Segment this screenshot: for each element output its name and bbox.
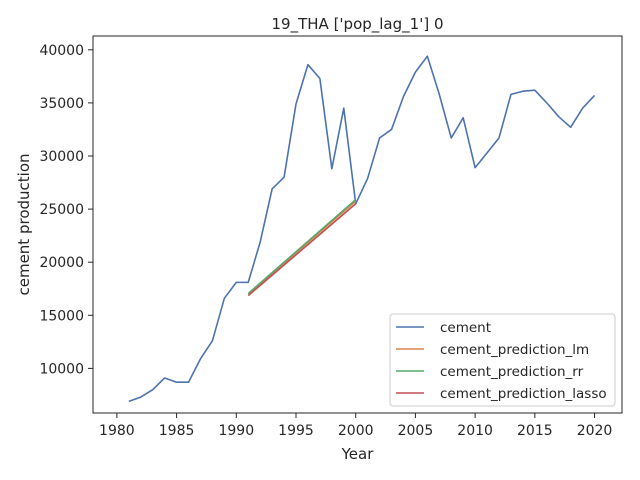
y-tick-label: 20000: [39, 255, 84, 271]
x-axis-label: Year: [341, 445, 375, 463]
x-tick-label: 1985: [159, 423, 195, 439]
y-tick-label: 30000: [39, 149, 84, 165]
legend-label: cement_prediction_lasso: [440, 386, 607, 402]
x-tick-label: 2005: [398, 423, 434, 439]
y-tick-label: 25000: [39, 202, 84, 218]
y-tick-label: 40000: [39, 43, 84, 59]
y-axis: 10000 15000 20000 25000 30000 35000 40000: [39, 43, 93, 377]
legend-label: cement_prediction_rr: [440, 364, 584, 380]
x-tick-label: 2015: [517, 423, 553, 439]
series-line-cement-prediction-lasso: [247, 203, 357, 297]
plot-frame: [92, 35, 623, 414]
x-tick-label: 1990: [218, 423, 254, 439]
chart-title: 19_THA ['pop_lag_1'] 0: [272, 15, 444, 34]
x-tick-label: 2010: [457, 423, 493, 439]
series-line-cement: [128, 55, 596, 403]
x-tick-label: 2000: [338, 423, 374, 439]
legend: cement cement_prediction_lm cement_predict…: [389, 313, 616, 407]
y-axis-label: cement production: [15, 153, 33, 295]
series-lines: [128, 55, 596, 403]
x-tick-label: 1980: [99, 423, 135, 439]
x-tick-label: 2020: [577, 423, 613, 439]
legend-label: cement: [440, 320, 491, 336]
y-tick-label: 10000: [39, 361, 84, 377]
legend-label: cement_prediction_lm: [440, 342, 589, 358]
legend-box: [389, 313, 616, 407]
x-tick-label: 1995: [278, 423, 314, 439]
y-tick-label: 35000: [39, 96, 84, 112]
series-line-cement-prediction-rr: [247, 198, 357, 295]
y-tick-label: 15000: [39, 308, 84, 324]
x-axis: 1980 1985 1990 1995 2000 2005 2010 2015 2020: [99, 413, 612, 439]
